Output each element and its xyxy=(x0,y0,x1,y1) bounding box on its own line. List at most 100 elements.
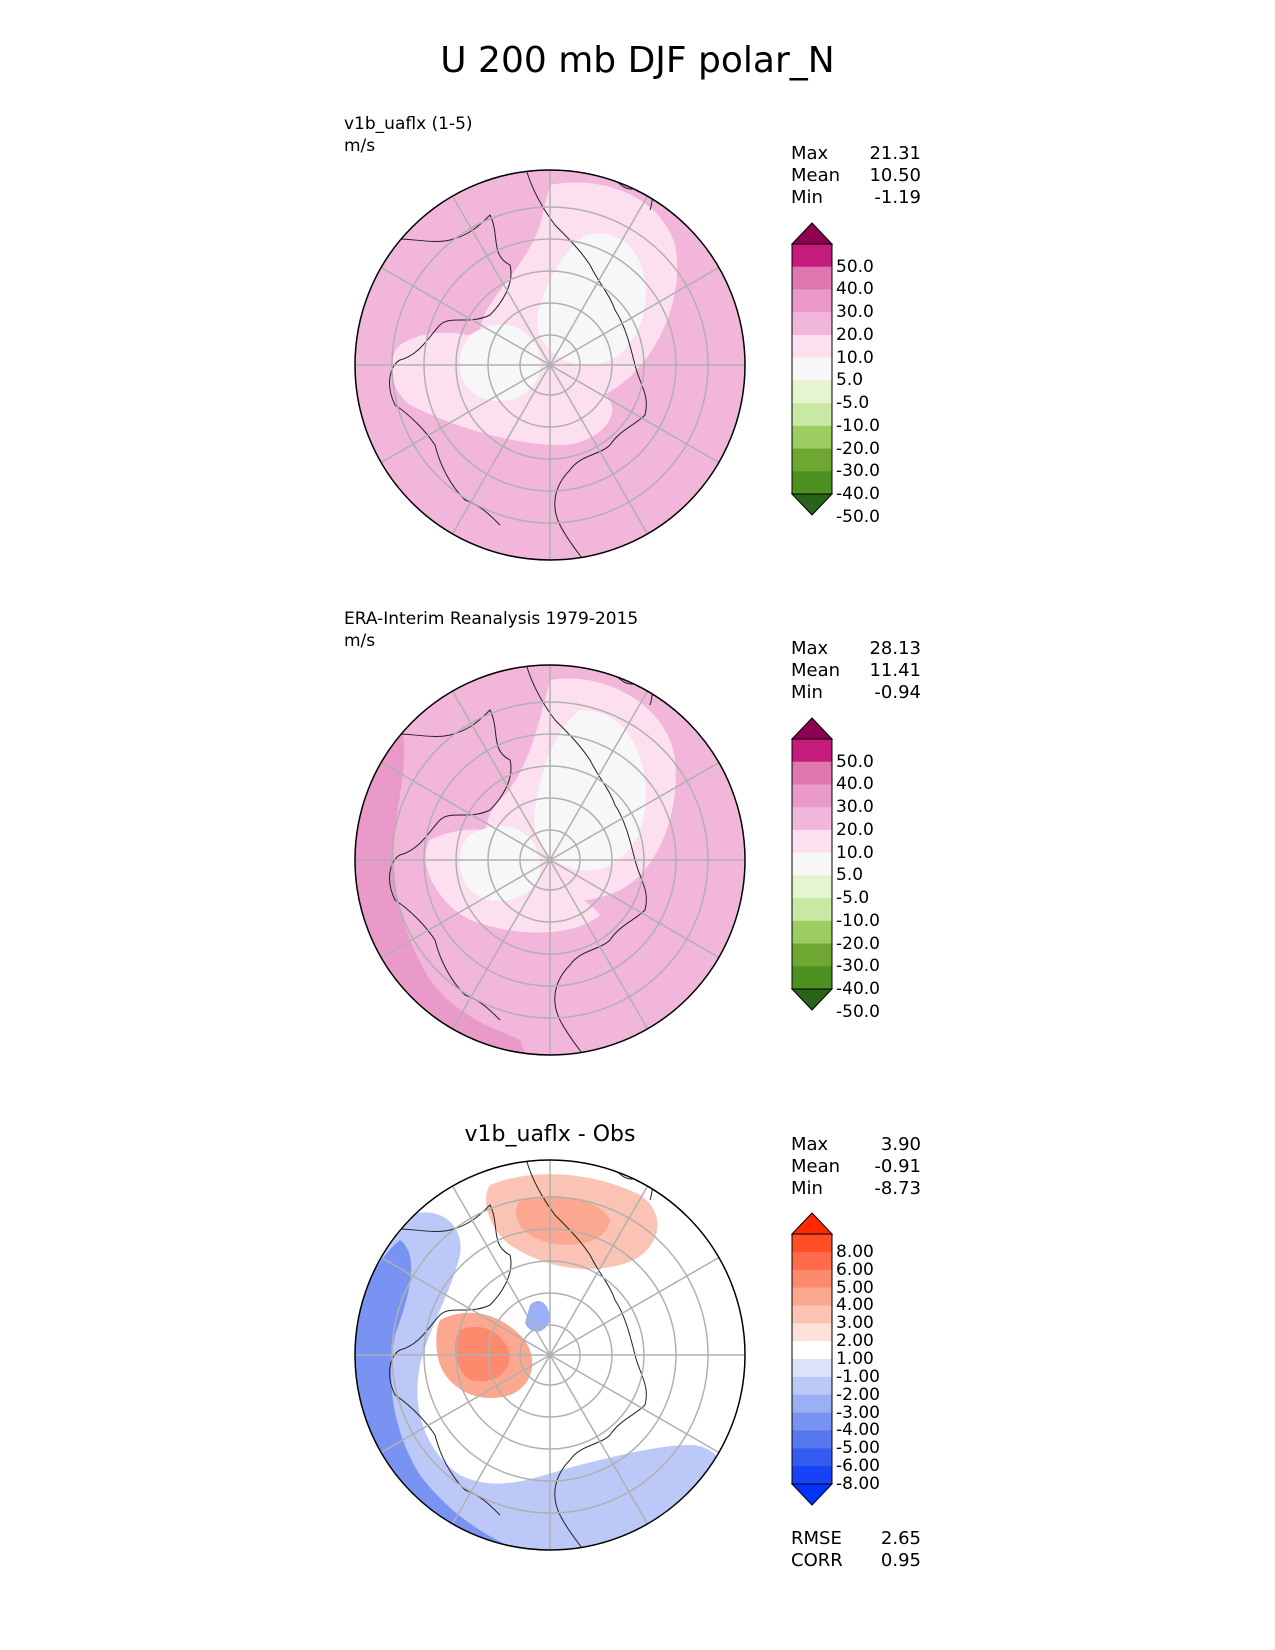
colorbar-tick-label: 5.0 xyxy=(836,865,864,886)
colorbar-tick-label: -5.0 xyxy=(836,888,870,909)
colorbar-segment xyxy=(792,920,832,945)
colorbar-segment xyxy=(792,244,832,268)
colorbar-tick-label: -4.00 xyxy=(836,1420,880,1441)
stats-model: Max 21.31 Mean 10.50 Min -1.19 xyxy=(791,143,921,209)
colorbar-segment xyxy=(792,357,832,381)
colorbar-segment xyxy=(792,1287,832,1306)
stat-mean: Mean -0.91 xyxy=(791,1156,921,1177)
colorbar-extend-bottom xyxy=(790,988,834,1011)
stat-min: Min -1.19 xyxy=(791,187,921,208)
colorbar-segment xyxy=(792,1269,832,1289)
colorbar-tick-label: 10.0 xyxy=(836,842,874,863)
colorbar-segment xyxy=(792,1376,832,1396)
panel-model-units: m/s xyxy=(344,136,376,156)
colorbar-frame xyxy=(791,1233,833,1485)
stat-max: Max 21.31 xyxy=(791,143,921,164)
colorbar-tick-label: 10.0 xyxy=(836,347,874,368)
stat-min: Min -0.94 xyxy=(791,682,921,703)
colorbar-segment xyxy=(792,1234,832,1253)
colorbar-tick-label: 3.00 xyxy=(836,1313,874,1334)
colorbar-segment xyxy=(792,448,832,472)
colorbar-tick-label: -6.00 xyxy=(836,1456,880,1477)
map-boundary xyxy=(354,169,746,561)
colorbar-tick-label: 50.0 xyxy=(836,256,874,277)
colorbar-segment xyxy=(792,739,832,763)
colorbar-tick-label: -30.0 xyxy=(836,461,880,482)
panel-obs-label: ERA-Interim Reanalysis 1979-2015 m/s xyxy=(344,608,638,652)
colorbar-segment xyxy=(792,1448,832,1467)
colorbar-segment xyxy=(792,266,832,290)
colorbar-segment xyxy=(792,761,832,785)
meridian-line xyxy=(380,1256,720,1454)
colorbar-segment xyxy=(792,1323,832,1342)
colorbar-segment xyxy=(792,380,832,404)
colorbar-obs xyxy=(790,717,834,1011)
stat-max: Max 28.13 xyxy=(791,638,921,659)
colorbar-tick-label: 1.00 xyxy=(836,1349,874,1369)
colorbar-segment xyxy=(792,1251,832,1271)
panel-diff: v1b_uaflx - Obs Max 3.90 Mean -0.91 Min -8.… xyxy=(0,0,1275,1571)
panel-model-title: v1b_uaflx (1-5) xyxy=(344,114,473,134)
colorbar-tick-label: -10.0 xyxy=(836,910,880,931)
colorbar-segment xyxy=(792,403,832,427)
colorbar-tick-label: -50.0 xyxy=(836,1001,880,1022)
colorbar-tick-label: -40.0 xyxy=(836,979,880,999)
colorbar-tick-label: -3.00 xyxy=(836,1402,880,1423)
stat-max: Max 3.90 xyxy=(791,1134,921,1155)
colorbar-extend-bottom xyxy=(790,493,834,516)
field-contour-region xyxy=(355,1212,726,1550)
colorbar-tick-label: -8.00 xyxy=(836,1474,880,1494)
colorbar-extend-top xyxy=(790,1212,834,1235)
colorbar-tick-label: -20.0 xyxy=(836,438,880,459)
map-boundary xyxy=(354,1159,746,1551)
colorbar-diff xyxy=(790,1212,834,1506)
colorbar-tick-label: 20.0 xyxy=(836,819,874,840)
colorbar-tick-label: -30.0 xyxy=(836,956,880,977)
colorbar-segment xyxy=(792,334,832,359)
colorbar-segment xyxy=(792,425,832,450)
colorbar-segment xyxy=(792,829,832,854)
colorbar-segment xyxy=(792,1412,832,1431)
colorbar-segment xyxy=(792,966,832,990)
colorbar-tick-label: -1.00 xyxy=(836,1366,880,1387)
field-contour-region xyxy=(454,1326,510,1382)
colorbar-tick-label: 30.0 xyxy=(836,797,874,818)
colorbar-segment xyxy=(792,875,832,899)
colorbar-tick-label: 50.0 xyxy=(836,751,874,772)
polar-map-model xyxy=(354,169,746,561)
colorbar-tick-label: -2.00 xyxy=(836,1384,880,1405)
colorbar-tick-label: 8.00 xyxy=(836,1241,874,1262)
colorbar-tick-label: -10.0 xyxy=(836,415,880,436)
colorbar-tick-label: -50.0 xyxy=(836,506,880,527)
colorbar-tick-label: -5.0 xyxy=(836,393,870,414)
field-contour-region xyxy=(459,825,541,901)
colorbar-segment xyxy=(792,807,832,831)
colorbar-tick-label: -5.00 xyxy=(836,1438,880,1459)
colorbar-tick-label: 5.00 xyxy=(836,1277,874,1298)
panel-obs-units: m/s xyxy=(344,631,376,651)
colorbar-segment xyxy=(792,289,832,313)
polar-map-diff xyxy=(354,1159,746,1551)
metric-rmse: RMSE 2.65 xyxy=(791,1528,921,1549)
colorbar-segment xyxy=(792,852,832,876)
meridian-line xyxy=(380,761,720,959)
colorbar-segment xyxy=(792,1359,832,1378)
colorbar-tick-label: 30.0 xyxy=(836,302,874,323)
colorbar-segment xyxy=(792,943,832,967)
colorbar-segment xyxy=(792,1341,832,1360)
figure-title: U 200 mb DJF polar_N xyxy=(440,40,835,81)
colorbar-tick-label: 6.00 xyxy=(836,1259,874,1280)
stats-obs: Max 28.13 Mean 11.41 Min -0.94 xyxy=(791,638,921,704)
colorbar-tick-label: 4.00 xyxy=(836,1295,874,1316)
colorbar-frame xyxy=(791,243,833,495)
stat-mean: Mean 11.41 xyxy=(791,660,921,681)
colorbar-frame xyxy=(791,738,833,990)
panel-model-label: v1b_uaflx (1-5) m/s xyxy=(344,113,473,157)
colorbar-extend-top xyxy=(790,717,834,740)
colorbar-tick-label: 40.0 xyxy=(836,279,874,300)
colorbar-tick-label: 2.00 xyxy=(836,1331,874,1352)
panel-model: v1b_uaflx (1-5) m/s Max 21.31 Mean 10.50 M… xyxy=(0,0,1275,561)
panel-obs: ERA-Interim Reanalysis 1979-2015 m/s Max… xyxy=(0,0,1275,1056)
colorbar-segment xyxy=(792,312,832,336)
colorbar-segment xyxy=(792,471,832,495)
